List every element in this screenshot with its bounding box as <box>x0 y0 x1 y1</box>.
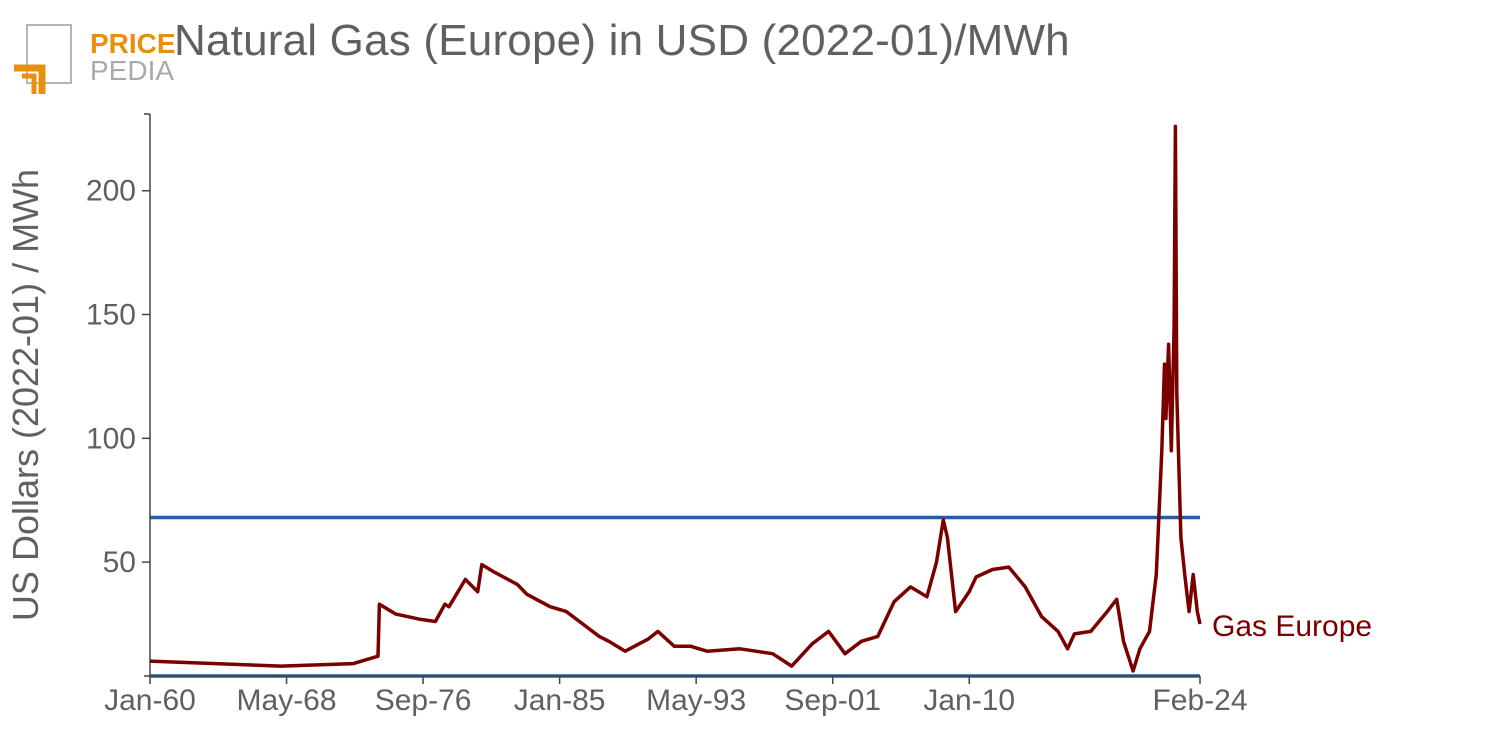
pricepedia-logo: PRICE PEDIA <box>14 24 176 94</box>
x-tick-label: Feb-24 <box>1152 684 1247 717</box>
x-tick-label: May-93 <box>646 684 746 717</box>
x-tick-label: Sep-76 <box>375 684 472 717</box>
y-tick-label: 100 <box>86 422 136 455</box>
x-tick-label: Jan-60 <box>104 684 196 717</box>
x-tick-label: Jan-10 <box>923 684 1015 717</box>
logo-text-pedia: PEDIA <box>90 55 174 86</box>
chart-title: Natural Gas (Europe) in USD (2022-01)/MW… <box>174 16 1070 65</box>
x-tick-label: Sep-01 <box>784 684 881 717</box>
series-line-gas-europe <box>149 124 1202 673</box>
x-tick-label: May-68 <box>237 684 337 717</box>
y-tick-label: 50 <box>103 546 136 579</box>
logo-mark-icon <box>14 24 72 94</box>
logo-text-price: PRICE <box>90 28 176 59</box>
reference-lines <box>150 515 1200 678</box>
y-tick-label: 200 <box>86 175 136 208</box>
axes: 50 100 150 200 Jan-60 May-68 Sep-76 Jan-85 May-9… <box>86 113 1248 717</box>
y-axis-title: US Dollars (2022-01) / MWh <box>5 169 46 621</box>
series-group: Gas Europe <box>149 124 1372 673</box>
x-tick-label: Jan-85 <box>514 684 606 717</box>
series-label: Gas Europe <box>1212 610 1372 643</box>
y-tick-label: 150 <box>86 299 136 332</box>
